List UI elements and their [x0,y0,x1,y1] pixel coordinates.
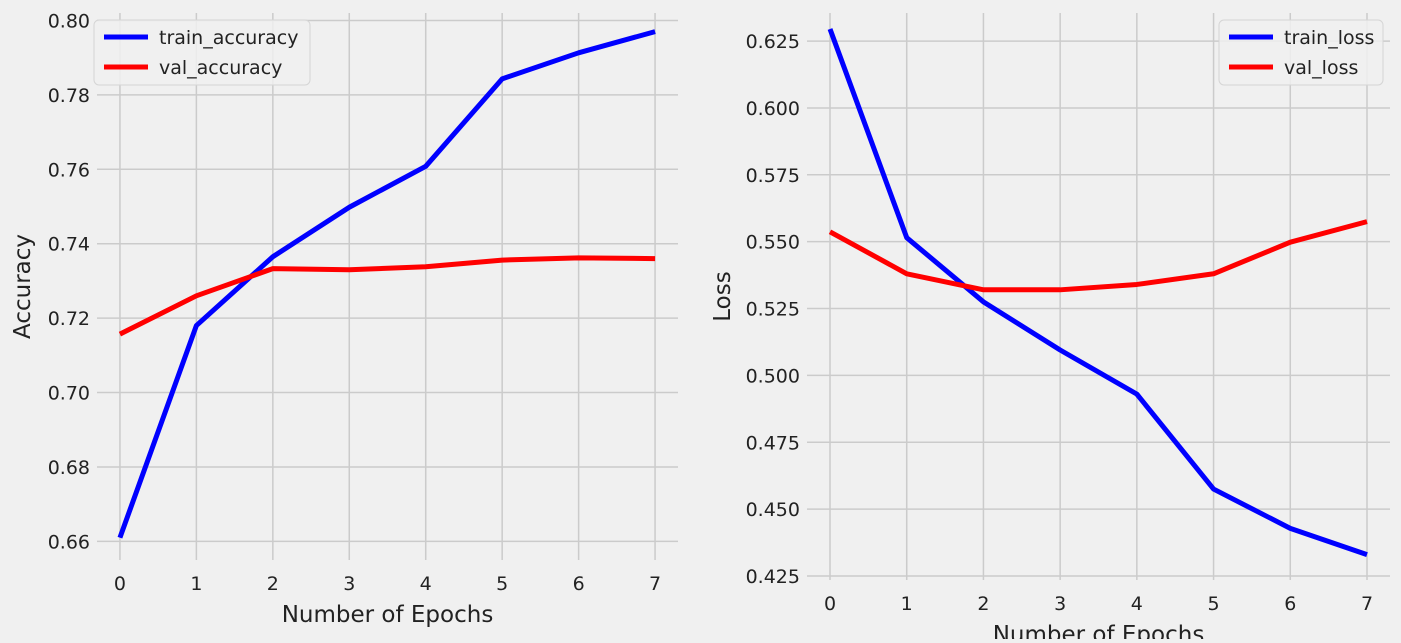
chart2-point-train_loss [904,235,909,240]
chart2-ylabel: Loss [710,271,736,321]
chart2-ytick-label: 0.500 [746,365,800,387]
chart2-point-train_loss [1364,552,1369,557]
chart2-point-train_loss [1134,392,1139,397]
chart1-line-val_accuracy [118,255,656,337]
chart2-point-train_loss [828,27,833,32]
chart1-ytick-label: 0.66 [48,531,90,553]
chart1-xtick-label: 6 [573,573,585,595]
chart1-xtick-label: 3 [343,573,355,595]
chart2-xtick-label: 7 [1361,593,1373,615]
chart1-point-val_accuracy [653,256,658,261]
chart1-series-train_accuracy [117,29,658,540]
chart1-ytick-label: 0.76 [48,159,90,181]
chart1-legend: train_accuracy val_accuracy [93,19,311,86]
chart2-ytick-labels: 0.425 0.450 0.475 0.500 0.525 0.550 0.575 0.600… [746,31,800,588]
chart1-xtick-label: 5 [496,573,508,595]
chart2-xtick-label: 0 [824,593,836,615]
chart2-point-val_loss [981,287,986,292]
chart2-xtick-label: 5 [1208,593,1220,615]
chart2-point-train_loss [1211,487,1216,492]
chart2-point-val_loss [904,271,909,276]
chart1-xtick-label: 2 [267,573,279,595]
chart1-xtick-label: 0 [114,573,126,595]
chart1-point-train_accuracy [117,535,122,540]
chart2-legend-label-val_loss: val_loss [1284,57,1358,79]
chart1-point-val_accuracy [347,267,352,272]
chart2-point-val_loss [1288,240,1293,245]
chart1-xtick-label: 4 [420,573,432,595]
chart1-panel: 0 1 2 3 4 5 6 7 0.66 0.68 0.70 0.72 0.74 0.76 0.78 0.80… [10,10,678,628]
chart2-xlabel: Number of Epochs [993,622,1205,639]
chart2-ytick-label: 0.550 [746,232,800,254]
chart1-ytick-label: 0.72 [48,308,90,330]
chart1-point-train_accuracy [653,29,658,34]
chart2-point-train_loss [1288,526,1293,531]
chart1-ytick-label: 0.74 [48,234,90,256]
chart1-point-train_accuracy [423,164,428,169]
chart1-point-val_accuracy [270,266,275,271]
chart2-point-val_loss [1211,271,1216,276]
chart1-xtick-label: 1 [190,573,202,595]
chart1-ytick-label: 0.80 [48,10,90,32]
chart2-ytick-label: 0.425 [746,566,800,588]
chart1-point-train_accuracy [194,323,199,328]
chart2-point-val_loss [1364,219,1369,224]
chart2-point-val_loss [1058,287,1063,292]
chart1-series-val_accuracy [117,255,658,337]
chart1-point-val_accuracy [194,293,199,298]
chart2-legend: train_loss val_loss [1218,19,1384,86]
chart2-xtick-label: 3 [1054,593,1066,615]
chart1-point-train_accuracy [347,205,352,210]
chart2-line-train_loss [827,28,1368,557]
chart1-point-train_accuracy [576,50,581,55]
chart2-series-val_loss [828,219,1369,293]
chart2-ytick-label: 0.450 [746,499,800,521]
chart1-legend-label-val_accuracy: val_accuracy [159,57,282,79]
chart1-point-train_accuracy [500,76,505,81]
chart2-xtick-label: 6 [1284,593,1296,615]
chart1-point-train_accuracy [270,254,275,259]
chart1-point-val_accuracy [117,332,122,337]
chart2-legend-label-train_loss: train_loss [1284,27,1374,49]
chart2-ytick-label: 0.625 [746,31,800,53]
chart1-legend-label-train_accuracy: train_accuracy [159,27,298,49]
chart2-xtick-label: 1 [901,593,913,615]
chart2-ytick-label: 0.575 [746,165,800,187]
chart2-xtick-labels: 0 1 2 3 4 5 6 7 [824,593,1373,615]
chart1-line-train_accuracy [117,29,656,539]
chart2-ytick-label: 0.600 [746,98,800,120]
chart1-xlabel: Number of Epochs [282,602,494,628]
chart1-xtick-labels: 0 1 2 3 4 5 6 7 [114,573,661,595]
chart1-xtick-label: 7 [649,573,661,595]
chart2-panel: 0 1 2 3 4 5 6 70.4250.4500.4750.5000.5250.5500.… [710,13,1390,643]
chart1-point-val_accuracy [423,264,428,269]
chart2-series-train_loss [827,27,1369,557]
chart2-grid [807,13,1390,580]
chart2-xtick-label: 4 [1131,593,1143,615]
chart1-point-val_accuracy [500,258,505,263]
chart2-line-val_loss [828,219,1368,293]
chart1-ylabel: Accuracy [10,234,36,339]
chart1-ytick-label: 0.78 [48,85,90,107]
chart1-ytick-label: 0.68 [48,457,90,479]
chart1-grid [97,13,678,560]
chart2-ytick-label: 0.475 [746,432,800,454]
chart2-ytick-label: 0.525 [746,299,800,321]
chart1-point-val_accuracy [576,255,581,260]
chart2-point-train_loss [981,299,986,304]
chart2-xtick-label: 2 [977,593,989,615]
chart2-point-train_loss [1058,347,1063,352]
chart2-point-val_loss [1134,282,1139,287]
chart2-point-val_loss [828,229,833,234]
chart1-ytick-labels: 0.66 0.68 0.70 0.72 0.74 0.76 0.78 0.80 [48,10,90,553]
chart1-ytick-label: 0.70 [48,383,90,405]
